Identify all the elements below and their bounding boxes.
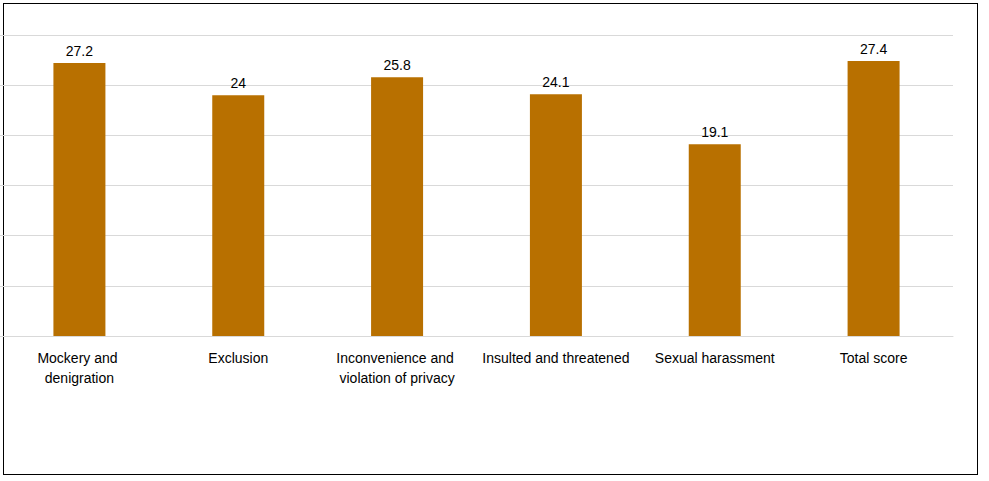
svg-text:Sexual harassment: Sexual harassment bbox=[655, 350, 775, 366]
svg-text:Total score: Total score bbox=[840, 350, 908, 366]
svg-text:denigration: denigration bbox=[45, 370, 114, 386]
svg-text:Inconvenience and: Inconvenience and bbox=[336, 350, 457, 366]
svg-text:Insulted and threatened: Insulted and threatened bbox=[482, 350, 629, 366]
svg-text:24: 24 bbox=[230, 75, 246, 91]
svg-text:19.1: 19.1 bbox=[701, 124, 728, 140]
svg-text:27.4: 27.4 bbox=[860, 41, 887, 57]
svg-text:violation of privacy: violation of privacy bbox=[339, 370, 454, 386]
svg-text:24.1: 24.1 bbox=[542, 74, 569, 90]
svg-text:25.8: 25.8 bbox=[383, 57, 410, 73]
svg-text:Exclusion: Exclusion bbox=[208, 350, 268, 366]
svg-text:27.2: 27.2 bbox=[66, 43, 93, 59]
svg-text:Mockery and: Mockery and bbox=[37, 350, 121, 366]
